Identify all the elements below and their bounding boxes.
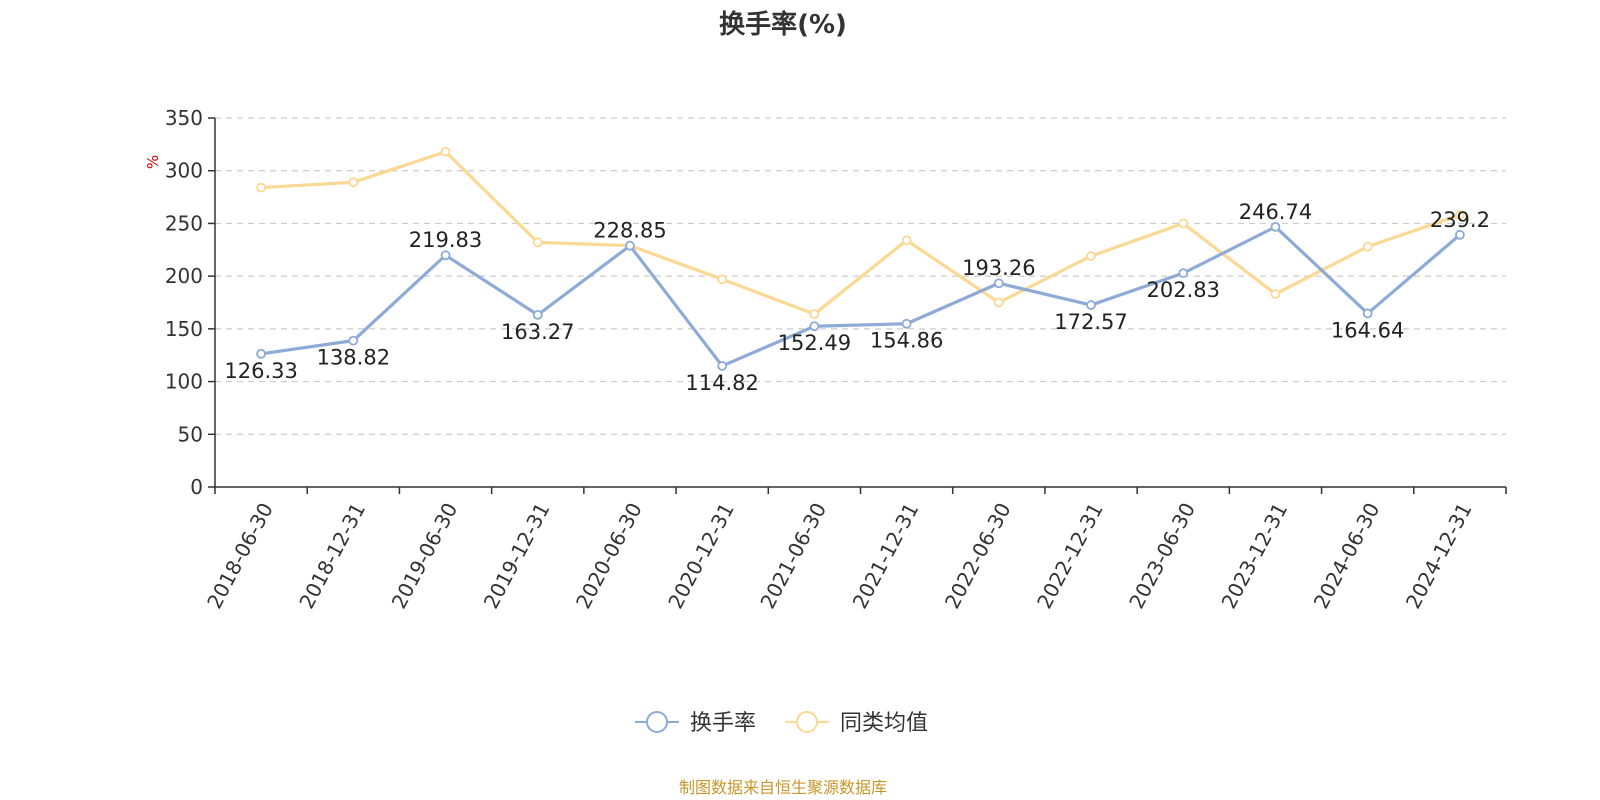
y-tick-label: 50: [178, 422, 203, 446]
x-tick-label: 2020-12-31: [663, 499, 739, 613]
data-label: 246.74: [1239, 200, 1312, 224]
series-0-point: [1454, 229, 1465, 240]
series-line-0: [260, 225, 1461, 368]
series-1-point: [1086, 251, 1096, 262]
series-1-point: [901, 235, 912, 246]
series-1-point: [717, 274, 728, 285]
data-label: 138.82: [317, 346, 390, 370]
data-label: 193.26: [962, 256, 1035, 280]
series-0-point: [809, 321, 820, 332]
data-label: 154.86: [870, 329, 943, 353]
legend-label-0: 换手率: [690, 711, 756, 736]
series-1-point: [440, 146, 451, 157]
y-axis-unit: %: [144, 155, 162, 169]
axes: [214, 118, 1506, 488]
data-label: 152.49: [778, 331, 851, 355]
series-0-point: [1362, 308, 1373, 319]
series-1-point: [809, 309, 820, 319]
series-0-point: [256, 348, 267, 359]
data-label: 164.64: [1331, 318, 1404, 342]
y-tick-label: 200: [165, 264, 203, 288]
data-labels: 126.33 138.82 219.83 163.27 228.85 114.82 152.…: [224, 200, 1490, 395]
series-1-point: [1454, 210, 1465, 220]
y-tick-label: 300: [165, 159, 203, 183]
x-axis-ticks: 2018-06-30 2018-12-31 2019-06-30 2019-12-31…: [202, 487, 1507, 613]
x-tick-label: 2018-12-31: [294, 499, 370, 613]
legend-marker-0: [646, 711, 668, 733]
series-0-point: [717, 361, 728, 371]
y-tick-label: 150: [165, 317, 203, 341]
legend-label-1: 同类均值: [840, 711, 928, 736]
series-0-point: [625, 240, 635, 251]
series-1-point: [1362, 241, 1373, 252]
data-label: 202.83: [1147, 278, 1220, 302]
series-1-point: [348, 177, 359, 188]
series-layer: [256, 146, 1465, 371]
data-label: 172.57: [1054, 310, 1127, 334]
series-1-point: [1270, 289, 1281, 299]
legend-marker-1: [796, 711, 818, 733]
x-tick-label: 2022-06-30: [940, 499, 1016, 613]
data-label: 163.27: [501, 320, 574, 344]
series-1-point: [532, 237, 543, 248]
legend: 换手率 同类均值: [635, 711, 928, 736]
series-line-1: [261, 150, 1461, 316]
series-0-point: [1270, 221, 1281, 232]
series-0-point: [993, 278, 1004, 289]
x-tick-label: 2024-06-30: [1309, 499, 1385, 613]
x-tick-label: 2019-12-31: [479, 499, 555, 613]
y-tick-label: 0: [190, 475, 203, 499]
y-tick-label: 100: [165, 370, 203, 394]
x-tick-label: 2023-12-31: [1216, 499, 1292, 613]
x-tick-label: 2021-12-31: [848, 499, 924, 613]
x-tick-label: 2021-06-30: [755, 499, 831, 613]
y-tick-label: 250: [165, 211, 203, 235]
x-tick-label: 2020-06-30: [571, 499, 647, 613]
data-label: 126.33: [224, 359, 297, 383]
chart-title: 换手率(%): [719, 9, 847, 40]
source-note: 制图数据来自恒生聚源数据库: [679, 778, 887, 797]
series-0-point: [1178, 268, 1189, 279]
series-0-point: [901, 318, 912, 329]
data-label: 228.85: [593, 219, 666, 243]
series-1-point: [256, 182, 267, 193]
data-label: 239.2: [1430, 208, 1490, 232]
x-tick-label: 2024-12-31: [1401, 499, 1477, 613]
series-0-point: [1086, 300, 1096, 310]
x-tick-label: 2019-06-30: [387, 499, 463, 613]
x-tick-label: 2023-06-30: [1124, 499, 1200, 613]
x-tick-label: 2018-06-30: [202, 499, 278, 613]
series-1-point: [993, 297, 1004, 308]
y-axis-ticks: 0 50 100 150 200 250 300 350: [165, 106, 215, 499]
data-label: 219.83: [409, 228, 482, 252]
series-0-point: [348, 335, 359, 346]
x-tick-label: 2022-12-31: [1032, 499, 1108, 613]
series-0-point: [440, 250, 451, 261]
series-1-point: [1178, 218, 1189, 229]
series-0-point: [532, 309, 543, 320]
y-tick-label: 350: [165, 106, 203, 130]
data-label: 114.82: [685, 371, 758, 395]
